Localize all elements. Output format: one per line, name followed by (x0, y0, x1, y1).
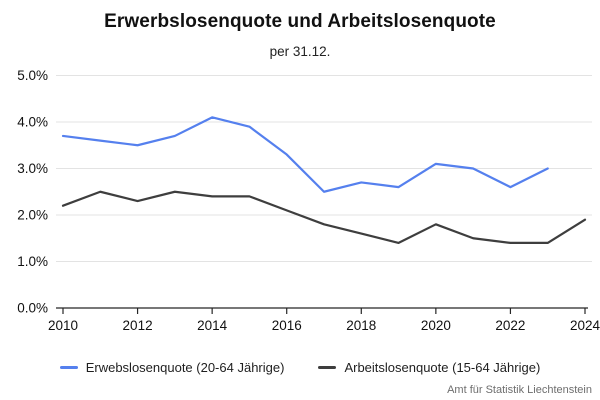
source-attribution: Amt für Statistik Liechtenstein (447, 384, 592, 396)
y-axis-tick-label: 3.0% (17, 161, 48, 176)
y-axis-tick-label: 0.0% (17, 301, 48, 316)
x-axis-tick-label: 2014 (197, 318, 228, 333)
y-axis-tick-label: 4.0% (17, 115, 48, 130)
series-line-1 (61, 190, 587, 244)
series-line-0 (61, 116, 549, 193)
x-axis-tick-label: 2022 (495, 318, 525, 333)
y-axis-tick-label: 5.0% (17, 68, 48, 83)
x-axis-tick-label: 2010 (48, 318, 78, 333)
chart-title: Erwerbslosenquote und Arbeitslosenquote (104, 11, 496, 32)
legend: Erwebslosenquote (20-64 Jährige) Arbeits… (0, 360, 600, 375)
legend-item-arbeitslosenquote: Arbeitslosenquote (15-64 Jährige) (318, 360, 540, 375)
x-axis-tick-label: 2018 (346, 318, 376, 333)
x-axis-tick-label: 2020 (421, 318, 451, 333)
chart-subtitle: per 31.12. (269, 44, 331, 59)
y-axis-tick-label: 2.0% (17, 208, 48, 223)
legend-line-swatch-dark (318, 366, 337, 369)
legend-line-swatch-blue (59, 366, 78, 369)
x-axis-tick-label: 2024 (570, 318, 600, 333)
legend-label-erwerbslosenquote: Erwebslosenquote (20-64 Jährige) (85, 360, 285, 375)
y-axis-tick-label: 1.0% (17, 254, 48, 269)
x-axis-tick-label: 2016 (272, 318, 302, 333)
x-axis-tick-label: 2012 (123, 318, 153, 333)
legend-item-erwerbslosenquote: Erwebslosenquote (20-64 Jährige) (59, 360, 285, 375)
legend-label-arbeitslosenquote: Arbeitslosenquote (15-64 Jährige) (344, 360, 541, 375)
